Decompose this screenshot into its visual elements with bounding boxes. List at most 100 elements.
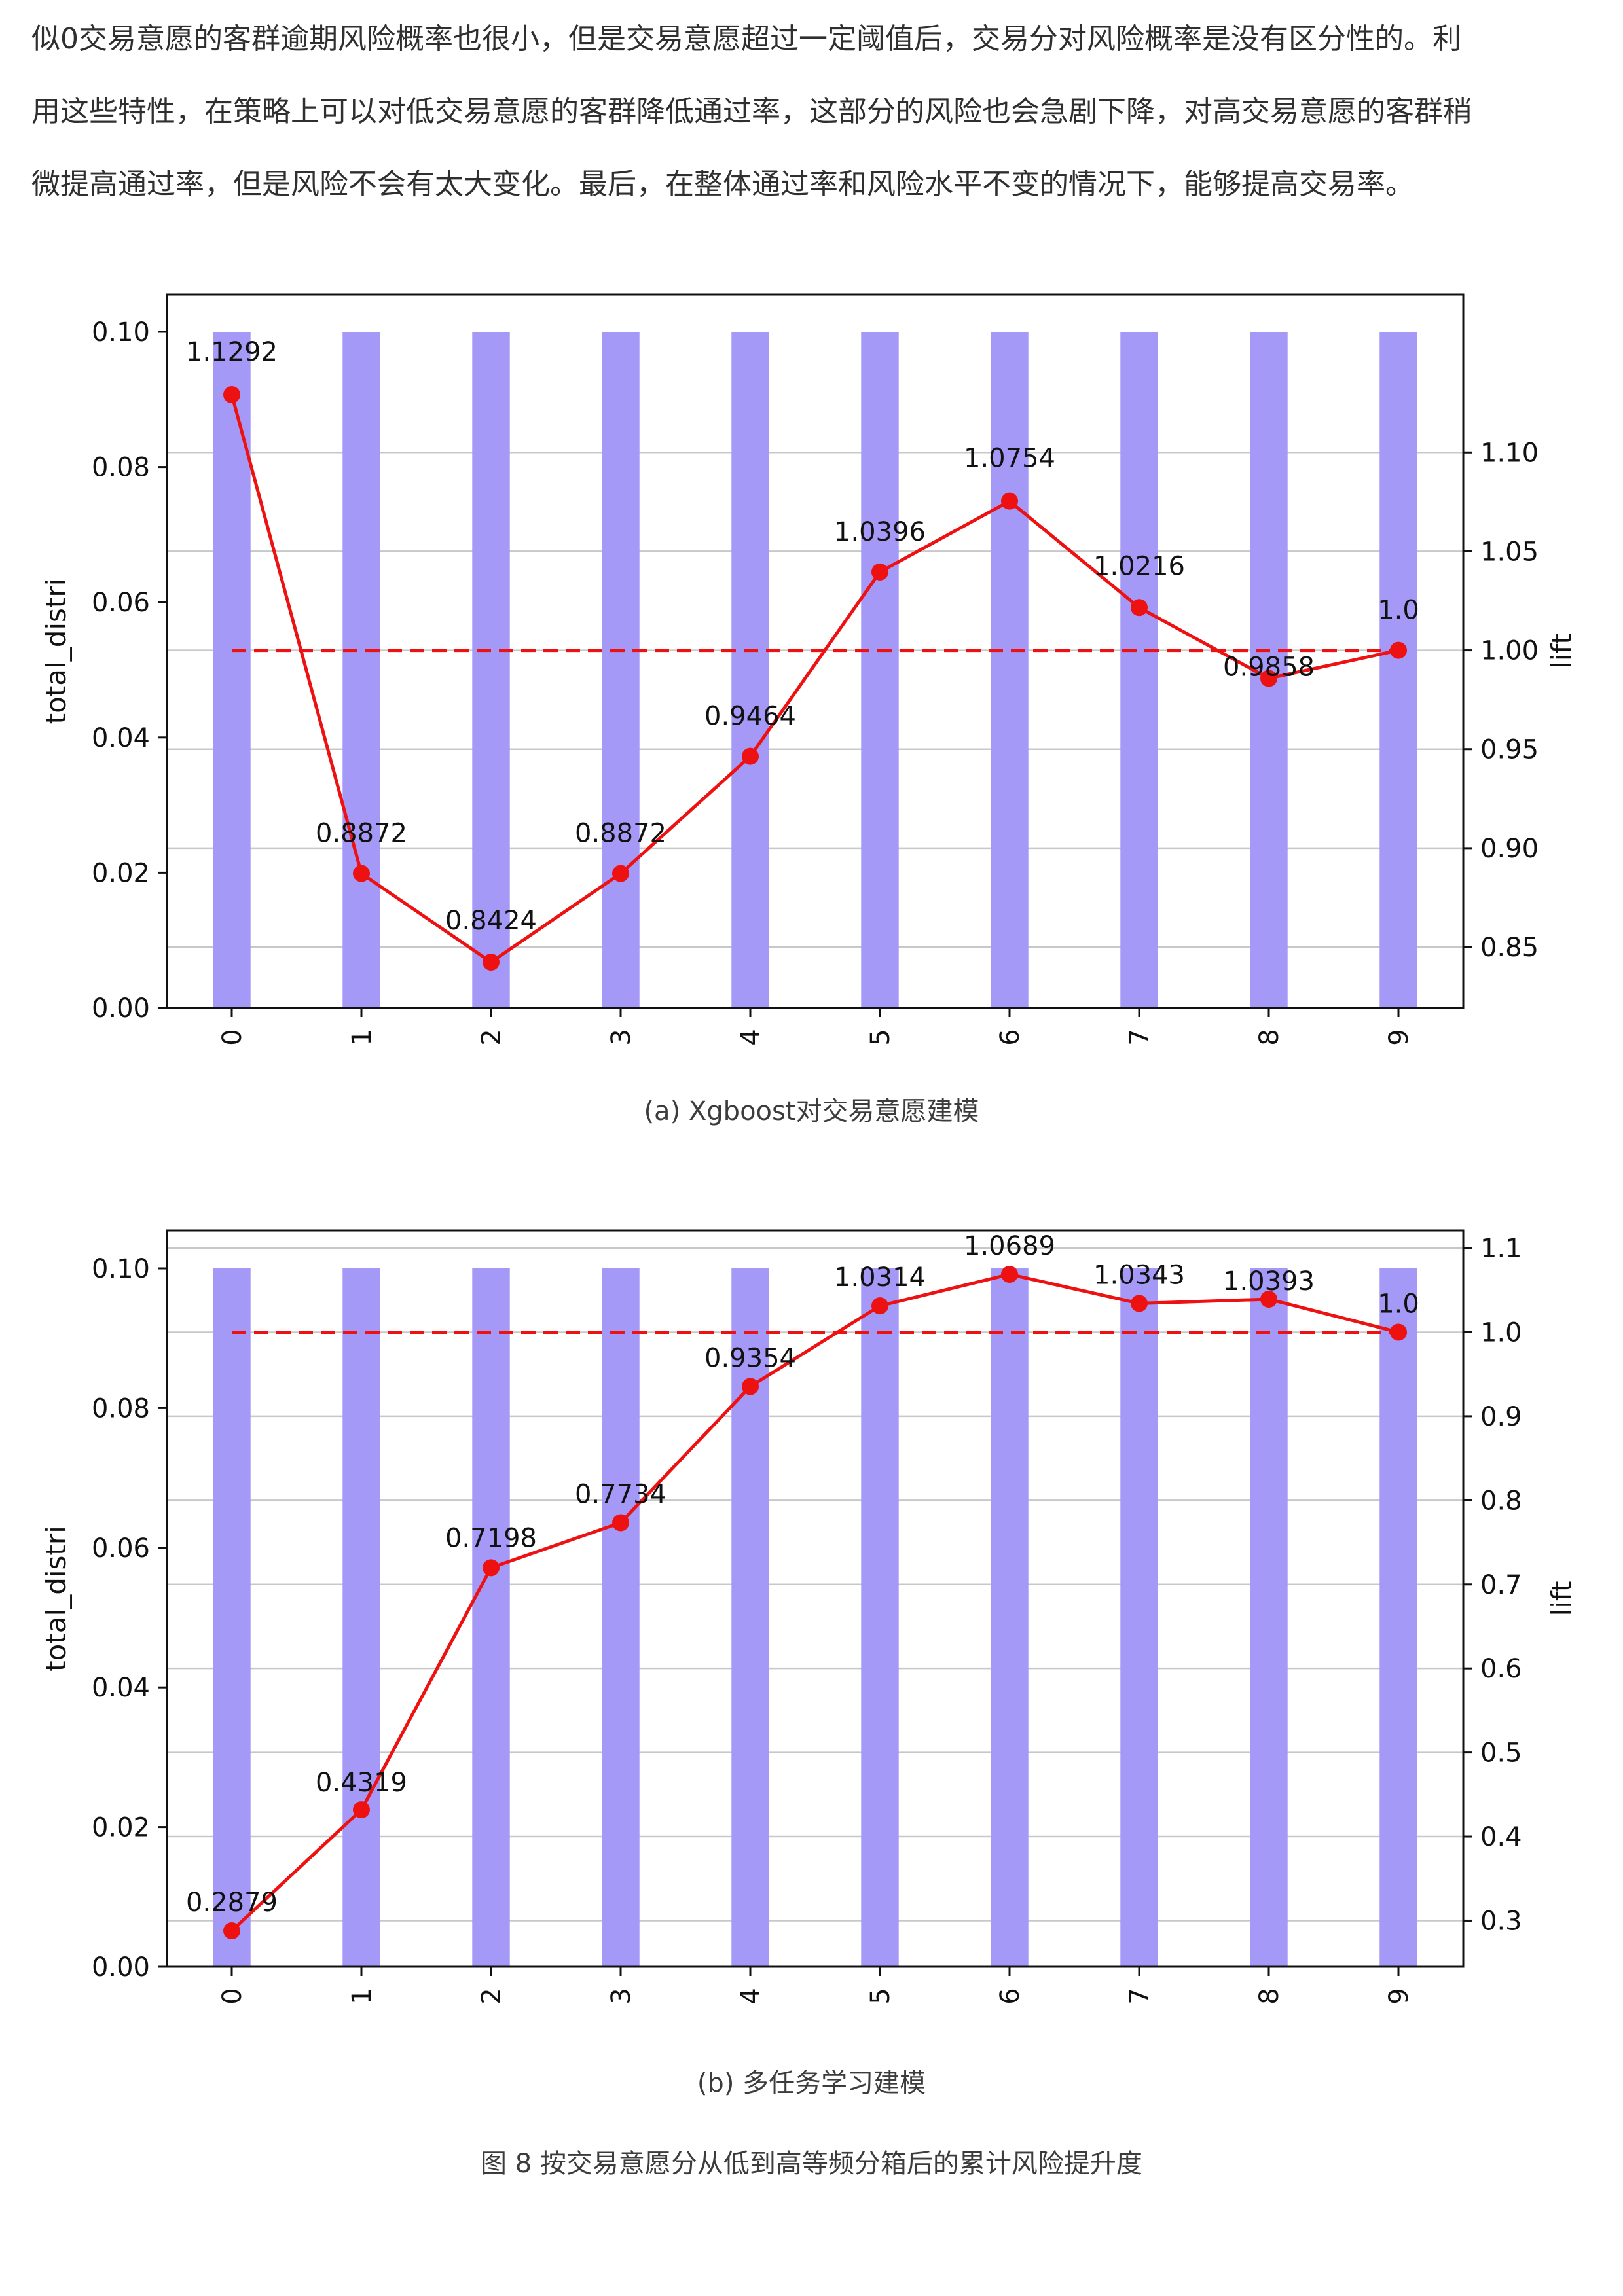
- chart-b-left-tick-label: 0.08: [92, 1393, 150, 1424]
- chart-a-ylabel-right: lift: [1546, 634, 1578, 669]
- chart-b-lift-point-1: [353, 1801, 370, 1819]
- chart-b-lift-line: [230, 1272, 1399, 1932]
- chart-a-ylabel-left: total_distri: [40, 579, 72, 725]
- chart-b-x-tick-label-7: 7: [1125, 1988, 1155, 2004]
- chart-b-right-tick-label: 1.1: [1480, 1234, 1522, 1264]
- chart-a-lift-point-3: [612, 865, 629, 882]
- chart-b-x-tick-label-0: 0: [217, 1988, 247, 2004]
- chart-a-lift-line: [230, 394, 1399, 965]
- chart-a-bar-5: [861, 332, 899, 1008]
- chart-a-lift-label-2: 0.8424: [445, 906, 537, 936]
- chart-b-lift-label-7: 1.0343: [1093, 1260, 1185, 1290]
- chart-a-lift-label-1: 0.8872: [316, 819, 407, 849]
- chart-b-lift-label-1: 0.4319: [316, 1768, 407, 1798]
- chart-a-bar-9: [1379, 332, 1417, 1008]
- chart-b-bar-8: [1250, 1268, 1288, 1967]
- chart-a-caption: (a) Xgboost对交易意愿建模: [644, 1096, 979, 1126]
- chart-b-lift-label-4: 0.9354: [704, 1343, 796, 1373]
- chart-a-right-tick-label: 1.00: [1480, 636, 1539, 666]
- chart-a-bar-2: [472, 332, 510, 1008]
- chart-a-lift-label-9: 1.0: [1377, 596, 1419, 626]
- chart-b-x-tick-label-2: 2: [477, 1988, 507, 2004]
- chart-a-left-tick-label: 0.06: [92, 588, 150, 618]
- chart-a-right-tick-label: 0.85: [1480, 933, 1539, 963]
- chart-a-bar-6: [991, 332, 1029, 1008]
- chart-b-bar-0: [213, 1268, 251, 1967]
- chart-b-lift-label-6: 1.0689: [964, 1231, 1055, 1261]
- chart-b-x-tick-label-9: 9: [1384, 1988, 1414, 2004]
- chart-b-left-tick-label: 0.06: [92, 1534, 150, 1564]
- figure-caption: 图 8 按交易意愿分从低到高等频分箱后的累计风险提升度: [481, 2149, 1142, 2179]
- chart-b-left-tick-label: 0.04: [92, 1673, 150, 1703]
- chart-a-lift-label-7: 1.0216: [1093, 551, 1185, 581]
- chart-a-lift-label-3: 0.8872: [575, 819, 666, 849]
- chart-b-bar-3: [602, 1268, 640, 1967]
- chart-b-lift-label-2: 0.7198: [445, 1523, 537, 1553]
- chart-b-bar-1: [342, 1268, 380, 1967]
- chart-b-lift-point-3: [612, 1514, 629, 1532]
- chart-b-right-tick-label: 0.9: [1480, 1402, 1522, 1432]
- chart-a-bar-7: [1120, 332, 1158, 1008]
- chart-b-multitask: 0.28790.43190.71980.77340.93541.03141.06…: [40, 1229, 1578, 2005]
- chart-b-bar-9: [1379, 1268, 1417, 1967]
- chart-b-lift-label-8: 1.0393: [1223, 1266, 1315, 1297]
- chart-a-x-tick-label-0: 0: [217, 1029, 247, 1045]
- chart-b-left-tick-label: 0.10: [92, 1254, 150, 1284]
- chart-a-right-tick-label: 1.10: [1480, 438, 1539, 468]
- intro-line-2: 用这些特性，在策略上可以对低交易意愿的客群降低通过率，这部分的风险也会急剧下降，…: [31, 95, 1472, 128]
- chart-a-right-tick-label: 1.05: [1480, 537, 1539, 567]
- chart-b-lift-point-4: [742, 1378, 759, 1395]
- chart-a-left-tick-label: 0.00: [92, 994, 150, 1024]
- chart-a-lift-label-0: 1.1292: [186, 337, 278, 367]
- chart-b-bar-7: [1120, 1268, 1158, 1967]
- chart-a-lift-point-1: [353, 865, 370, 882]
- chart-a-lift-point-0: [223, 386, 240, 403]
- chart-a-bar-1: [342, 332, 380, 1008]
- chart-b-x-tick-label-4: 4: [736, 1988, 766, 2004]
- chart-a-x-tick-label-1: 1: [347, 1029, 377, 1045]
- chart-b-ylabel-right: lift: [1546, 1581, 1578, 1617]
- chart-a-x-tick-label-9: 9: [1384, 1029, 1414, 1045]
- chart-b-right-tick-label: 0.7: [1480, 1570, 1522, 1600]
- chart-a-left-tick-label: 0.02: [92, 858, 150, 888]
- chart-b-right-tick-label: 0.4: [1480, 1822, 1522, 1852]
- chart-a-x-tick-label-7: 7: [1125, 1029, 1155, 1045]
- chart-a-bar-3: [602, 332, 640, 1008]
- chart-a-left-tick-label: 0.08: [92, 453, 150, 483]
- chart-b-lift-point-8: [1260, 1291, 1277, 1308]
- chart-b-bar-5: [861, 1268, 899, 1967]
- chart-b-lift-point-9: [1390, 1323, 1407, 1341]
- chart-b-right-tick-label: 0.3: [1480, 1906, 1522, 1936]
- chart-a-lift-point-4: [742, 747, 759, 765]
- chart-b-right-tick-label: 1.0: [1480, 1318, 1522, 1348]
- chart-b-lift-point-5: [871, 1297, 888, 1315]
- chart-b-plot-frame: [166, 1229, 1465, 1968]
- chart-b-lift-point-2: [483, 1559, 500, 1577]
- chart-a-right-tick-label: 0.95: [1480, 735, 1539, 765]
- chart-b-lift-label-5: 1.0314: [834, 1263, 926, 1293]
- chart-a-x-tick-label-6: 6: [995, 1029, 1025, 1045]
- chart-b-x-tick-label-6: 6: [995, 1988, 1025, 2004]
- chart-b-right-tick-label: 0.6: [1480, 1654, 1522, 1684]
- chart-a-bar-4: [731, 332, 769, 1008]
- chart-a-lift-point-9: [1390, 641, 1407, 659]
- chart-a-left-tick-label: 0.10: [92, 317, 150, 348]
- chart-a-bar-0: [213, 332, 251, 1008]
- chart-a-lift-point-5: [871, 563, 888, 581]
- chart-b-lift-point-7: [1131, 1295, 1148, 1312]
- chart-b-lift-label-3: 0.7734: [575, 1479, 666, 1509]
- chart-a-lift-label-4: 0.9464: [704, 702, 796, 732]
- chart-a-x-tick-label-8: 8: [1254, 1029, 1285, 1045]
- chart-b-lift-point-0: [223, 1922, 240, 1939]
- chart-b-x-tick-label-5: 5: [866, 1988, 896, 2004]
- chart-b-bar-6: [991, 1268, 1029, 1967]
- chart-b-left-tick-label: 0.00: [92, 1952, 150, 1982]
- chart-a-x-tick-label-2: 2: [477, 1029, 507, 1045]
- chart-b-left-tick-label: 0.02: [92, 1813, 150, 1843]
- chart-a-lift-label-5: 1.0396: [834, 517, 926, 547]
- chart-a-lift-point-6: [1001, 492, 1018, 510]
- chart-b-right-tick-label: 0.5: [1480, 1738, 1522, 1768]
- chart-b-ylabel-left: total_distri: [40, 1526, 72, 1672]
- intro-line-3: 微提高通过率，但是风险不会有太大变化。最后，在整体通过率和风险水平不变的情况下，…: [31, 168, 1414, 201]
- chart-a-right-tick-label: 0.90: [1480, 834, 1539, 864]
